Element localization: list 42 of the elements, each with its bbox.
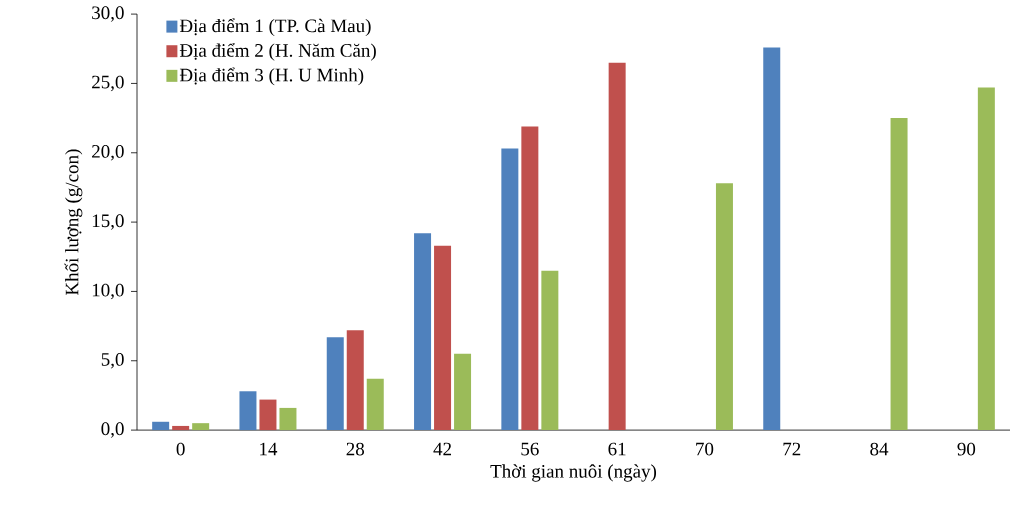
bar (890, 118, 908, 431)
bar (541, 270, 559, 431)
x-tick-label: 42 (433, 442, 452, 456)
x-tick-label: 14 (260, 442, 278, 456)
bar (501, 148, 519, 431)
y-tick-label: 10,0 (92, 283, 124, 300)
y-tick-label: 30,0 (92, 6, 124, 22)
x-tick-label: 70 (696, 442, 714, 456)
bar (346, 330, 364, 431)
x-tick-label: 90 (957, 442, 976, 456)
x-tick-label: 84 (870, 442, 889, 456)
x-tick-label: 61 (608, 442, 626, 456)
bar (434, 245, 452, 431)
bar (172, 425, 190, 431)
y-tick-label: 0,0 (101, 422, 124, 438)
bar (414, 233, 432, 431)
x-tick-label: 0 (176, 442, 185, 456)
y-tick-label: 25,0 (92, 75, 124, 92)
bar (279, 407, 297, 431)
legend-label: Địa điểm 1 (TP. Cà Mau) (179, 18, 371, 37)
bar (259, 399, 277, 431)
y-tick-label: 15,0 (92, 214, 124, 230)
bar (326, 337, 344, 431)
y-axis-title: Khối lượng (g/con) (64, 149, 83, 295)
y-tick-label: 5,0 (101, 352, 124, 369)
legend-label: Địa điểm 3 (H. U Minh) (179, 67, 364, 86)
bar (715, 183, 733, 431)
bar (239, 391, 257, 431)
x-tick-label: 56 (521, 442, 539, 456)
bar (366, 378, 384, 431)
bar (192, 423, 210, 431)
bar (608, 62, 626, 431)
x-axis-title: Thời gian nuôi (ngày) (490, 464, 657, 482)
y-tick-label: 20,0 (92, 144, 124, 161)
legend-label: Địa điểm 2 (H. Năm Căn) (179, 42, 376, 61)
x-tick-label: 28 (346, 442, 365, 456)
bar (521, 126, 539, 431)
bar (763, 47, 781, 431)
x-tick-label: 72 (783, 442, 801, 456)
bar (152, 421, 170, 431)
bar (454, 353, 472, 431)
bar (977, 87, 995, 431)
